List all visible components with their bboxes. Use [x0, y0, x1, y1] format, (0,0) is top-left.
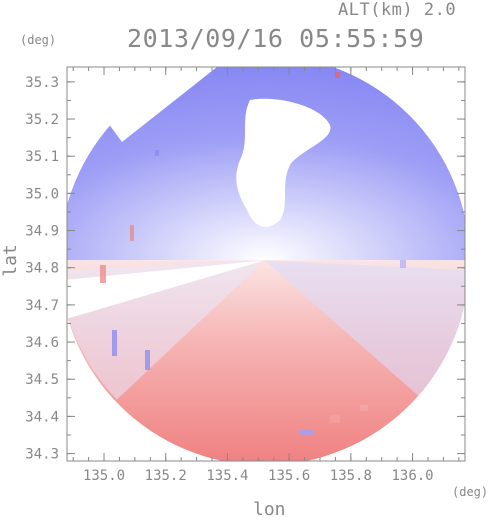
echo-speckle	[100, 265, 106, 283]
no-echo-area-north-west	[67, 67, 217, 142]
x-tick-label: 135.6	[268, 468, 310, 484]
y-axis-unit: (deg)	[20, 33, 57, 47]
echo-speckle	[330, 415, 340, 423]
x-axis-unit: (deg)	[452, 485, 489, 499]
echo-speckle	[300, 430, 314, 436]
plot-frame	[66, 66, 466, 462]
echo-speckle	[112, 330, 117, 356]
y-tick-label: 35.2	[25, 112, 59, 128]
echo-speckle	[400, 260, 406, 268]
y-tick-label: 35.3	[25, 75, 59, 91]
scan-timestamp: 2013/09/16 05:55:59	[127, 24, 425, 53]
x-tick-label: 135.8	[330, 468, 372, 484]
altitude-label: ALT(km) 2.0	[338, 0, 457, 20]
echo-speckle	[360, 405, 368, 411]
y-tick-label: 35.1	[25, 149, 59, 165]
y-tick-label: 34.7	[25, 298, 59, 314]
echo-speckle	[130, 225, 134, 241]
x-tick-label: 136.0	[391, 468, 433, 484]
y-tick-label: 34.5	[25, 372, 59, 388]
x-tick-label: 135.2	[145, 468, 187, 484]
x-tick-label: 135.0	[83, 468, 125, 484]
y-tick-label: 35.0	[25, 186, 59, 202]
right-flank-echo	[264, 260, 465, 396]
blocked-beam-gap	[67, 260, 265, 319]
y-tick-label: 34.3	[25, 447, 59, 463]
y-tick-label: 34.4	[25, 409, 59, 425]
echo-speckle	[335, 72, 340, 78]
x-tick-label: 135.4	[206, 468, 248, 484]
x-axis-title: lon	[253, 499, 286, 520]
echo-speckle	[155, 150, 159, 156]
no-data-blob	[236, 98, 331, 227]
y-tick-label: 34.8	[25, 261, 59, 277]
y-tick-label: 34.9	[25, 224, 59, 240]
echo-speckle	[145, 350, 150, 370]
y-tick-label: 34.6	[25, 335, 59, 351]
